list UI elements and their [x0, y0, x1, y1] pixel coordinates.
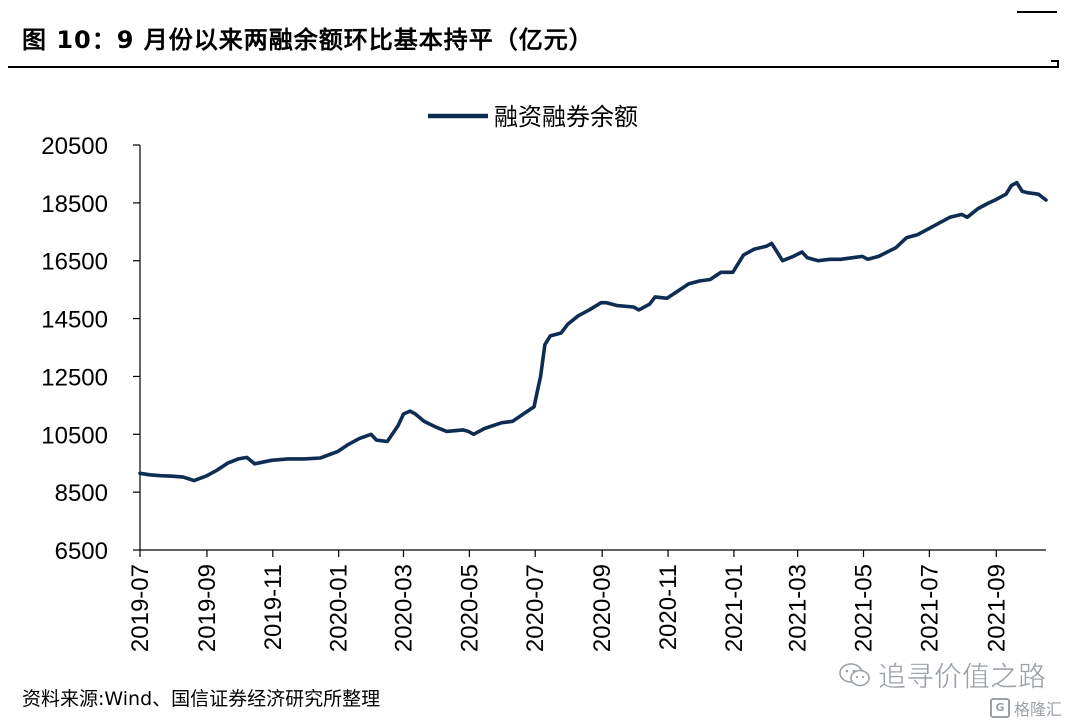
chart-axes — [139, 145, 1046, 551]
x-tick-label: 2021-07 — [916, 564, 943, 652]
y-tick-label: 10500 — [41, 422, 108, 449]
line-chart: 融资融券余额 20500 18500 16500 14500 12500 10500 850… — [41, 103, 1048, 652]
brand-text: 格隆汇 — [1014, 700, 1063, 719]
y-tick-label: 16500 — [41, 249, 108, 276]
x-tick-label: 2019-09 — [194, 564, 221, 652]
x-tick-label: 2020-07 — [522, 564, 549, 652]
x-tick-label: 2021-03 — [785, 564, 812, 652]
chart-series — [138, 180, 1048, 483]
y-tick-label: 14500 — [41, 307, 108, 334]
x-tick-label: 2020-03 — [390, 564, 417, 652]
x-tick-label: 2019-11 — [260, 564, 287, 650]
wechat-icon — [839, 663, 870, 687]
x-tick-label: 2019-07 — [127, 564, 154, 652]
watermark-text: 追寻价值之路 — [878, 660, 1047, 694]
y-tick-label: 8500 — [55, 480, 108, 507]
y-tick-label: 6500 — [55, 538, 108, 565]
series-line — [138, 180, 1048, 483]
brand-mark: G 格隆汇 — [990, 696, 1062, 720]
header-divider — [8, 66, 1057, 68]
x-tick-label: 2020-09 — [589, 564, 616, 652]
data-source-note: 资料来源:Wind、国信证券经济研究所整理 — [22, 688, 381, 710]
x-tick-label: 2020-05 — [456, 564, 483, 652]
y-axis-ticks: 20500 18500 16500 14500 12500 10500 8500 6500 — [41, 133, 140, 565]
header-top-rule — [1017, 11, 1057, 13]
legend-label: 融资融券余额 — [494, 103, 638, 131]
figure-title: 图 10：9 月份以来两融余额环比基本持平（亿元） — [22, 26, 594, 54]
gelonghui-icon: G — [990, 698, 1010, 718]
header-corner-mark — [1051, 60, 1059, 68]
y-tick-label: 20500 — [41, 133, 108, 160]
chart-legend: 融资融券余额 — [428, 103, 638, 131]
x-tick-label: 2020-11 — [655, 564, 682, 650]
x-tick-label: 2021-01 — [721, 564, 748, 652]
x-tick-label: 2021-05 — [851, 564, 878, 652]
x-axis-ticks: 2019-07 2019-09 2019-11 2020-01 2020-03 2020-… — [127, 550, 1010, 652]
x-tick-label: 2021-09 — [983, 564, 1010, 652]
y-tick-label: 18500 — [41, 191, 108, 218]
watermark: 追寻价值之路 — [838, 654, 1046, 696]
y-tick-label: 12500 — [41, 364, 108, 391]
x-tick-label: 2020-01 — [326, 564, 353, 652]
figure-header: 图 10：9 月份以来两融余额环比基本持平（亿元） — [0, 0, 1071, 66]
